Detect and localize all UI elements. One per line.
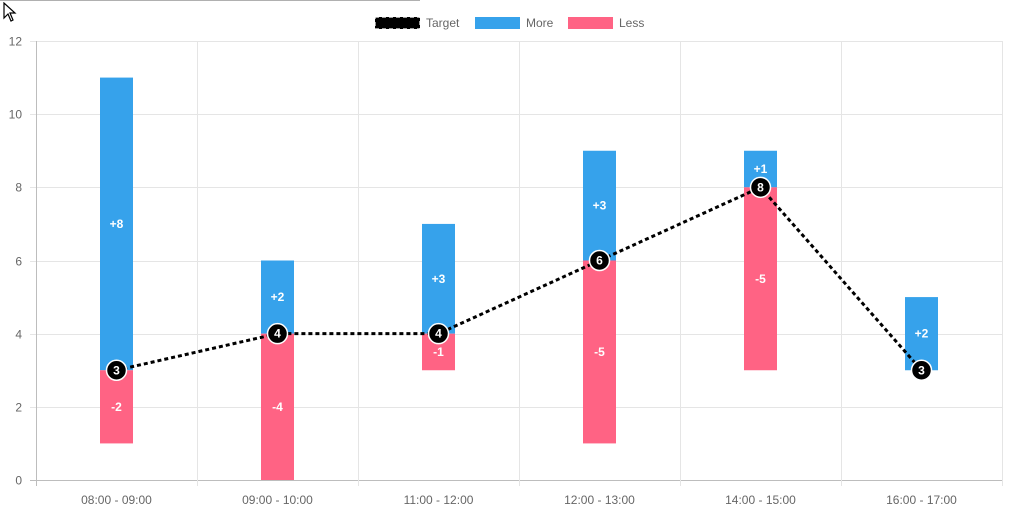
more-bar-label: +2 [271, 290, 285, 304]
legend-swatch [568, 17, 613, 29]
more-bar-label: +1 [754, 162, 768, 176]
target-line-group: 3 4 4 6 8 3 [105, 176, 933, 381]
legend-swatch [475, 17, 520, 29]
target-point-label: 3 [918, 363, 925, 377]
y-tick-label: 2 [15, 401, 22, 415]
less-bar [261, 333, 294, 480]
legend-item-more[interactable]: More [475, 16, 554, 30]
target-line [116, 185, 923, 372]
y-tick-label: 10 [9, 108, 23, 122]
less-bar-label: -5 [755, 272, 766, 286]
less-bar [583, 260, 616, 444]
more-bar [261, 260, 294, 334]
less-bar-label: -2 [111, 400, 122, 414]
window-top-border [0, 0, 420, 1]
target-point [427, 322, 450, 345]
less-bar-label: -5 [594, 345, 605, 359]
more-bar [905, 297, 938, 371]
target-point-label: 4 [274, 327, 281, 341]
target-point [749, 176, 772, 199]
more-bar-label: +8 [110, 217, 124, 231]
legend[interactable]: Target More Less [374, 16, 644, 30]
more-bar [583, 150, 616, 261]
legend-label: Less [619, 16, 644, 30]
legend-item-less[interactable]: Less [568, 16, 644, 30]
more-bar [422, 223, 455, 334]
x-tick-label: 11:00 - 12:00 [404, 493, 474, 507]
less-bar [100, 370, 133, 444]
target-point-label: 6 [596, 254, 603, 268]
more-bar-label: +3 [432, 272, 446, 286]
legend-swatch-target [374, 16, 421, 30]
less-bar-label: -4 [272, 400, 283, 414]
legend-label: More [526, 16, 554, 30]
x-tick-label: 16:00 - 17:00 [886, 493, 957, 507]
x-tick-label: 12:00 - 13:00 [564, 493, 635, 507]
y-tick-label: 6 [15, 255, 22, 269]
x-tick-label: 09:00 - 10:00 [242, 493, 313, 507]
legend-label: Target [426, 16, 460, 30]
more-bar-label: +3 [593, 199, 607, 213]
x-tick-label: 08:00 - 09:00 [81, 493, 152, 507]
target-point [105, 359, 128, 381]
target-point [588, 249, 611, 272]
mouse-cursor-icon [3, 2, 17, 22]
grid [30, 41, 1003, 486]
more-bar [100, 77, 133, 371]
target-point-label: 3 [113, 363, 120, 377]
target-point [266, 322, 289, 345]
y-tick-label: 4 [15, 328, 22, 342]
less-bar [744, 187, 777, 371]
y-tick-label: 0 [15, 474, 22, 488]
bars: +8 +2 +3 +3 +1 +2 -2 -4 -1 -5 -5 [100, 77, 938, 480]
legend-item-target[interactable]: Target [374, 16, 460, 30]
target-point [910, 359, 933, 381]
more-bar-label: +2 [915, 327, 929, 341]
axis-ticks: 0 2 4 6 8 10 12 08:00 - 09:00 09:00 - 10:00 11:00… [9, 35, 958, 508]
y-tick-label: 12 [9, 35, 23, 49]
target-point-label: 4 [435, 327, 442, 341]
y-tick-label: 8 [15, 181, 22, 195]
less-bar-label: -1 [433, 345, 444, 359]
target-point-label: 8 [757, 180, 764, 194]
x-tick-label: 14:00 - 15:00 [725, 493, 796, 507]
